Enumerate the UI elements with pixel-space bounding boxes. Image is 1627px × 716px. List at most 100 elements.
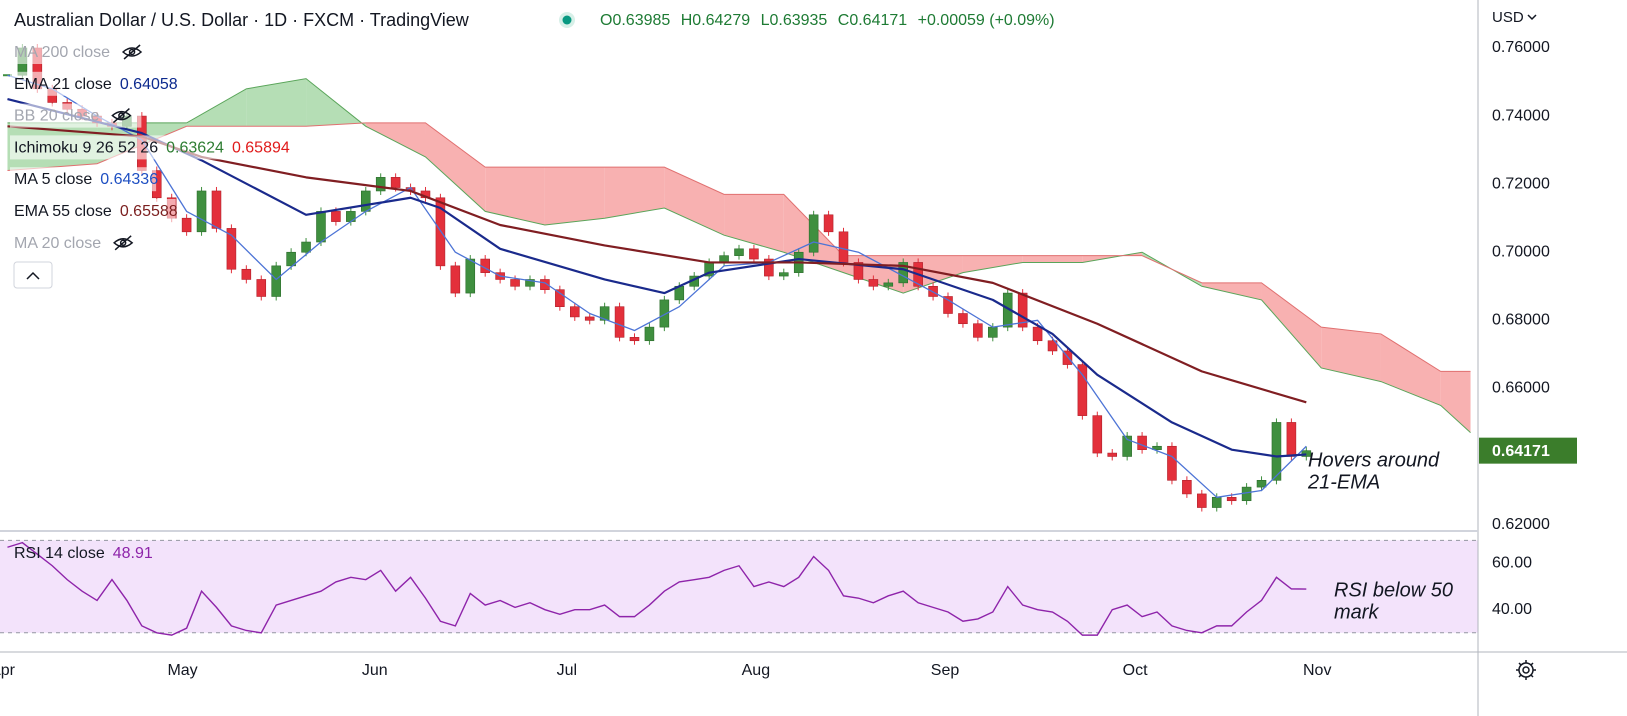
candle [569, 306, 580, 318]
x-tick-label: May [167, 662, 197, 679]
last-price-badge [1479, 437, 1577, 464]
collapse-arrow[interactable] [26, 271, 40, 280]
legend-row-bg [10, 199, 176, 223]
x-tick-label: Sep [931, 662, 960, 679]
candle [883, 282, 894, 287]
rsi-band [0, 540, 1478, 633]
rsi-line [7, 541, 1307, 636]
candle [988, 326, 998, 338]
legend-value: 0.65588 [120, 203, 178, 220]
annotation: 21-EMA [1307, 471, 1380, 493]
candle [868, 279, 879, 287]
eye-pupil [119, 239, 127, 247]
candle [555, 289, 565, 307]
rsi-legend-name: RSI 14 close [14, 545, 105, 562]
ohlc-open: O0.63985 [600, 12, 670, 29]
cloud-segment [1022, 255, 1083, 263]
collapse-box[interactable] [13, 261, 53, 289]
x-tick-label: Oct [1123, 662, 1148, 679]
hidden-eye-icon[interactable] [111, 108, 132, 124]
candle [241, 268, 252, 280]
candle [525, 279, 535, 287]
currency[interactable]: USD [1492, 9, 1524, 26]
ema-21-line [7, 97, 1307, 458]
candle [465, 258, 476, 294]
candle [779, 272, 789, 277]
last-price-label: 0.64171 [1492, 443, 1550, 460]
candle [1032, 326, 1043, 342]
ema-55-line [7, 125, 1307, 404]
cloud-segment [186, 88, 247, 127]
x-tick-label: Aug [742, 662, 770, 679]
annotation: RSI below 50 [1334, 579, 1453, 601]
annotation: mark [1334, 601, 1379, 623]
legend-name: EMA 21 close [14, 76, 112, 93]
candle [1182, 480, 1192, 495]
candle [1256, 480, 1267, 488]
legend-name: BB 20 close [14, 108, 99, 125]
y-tick-label: 0.76000 [1492, 39, 1550, 56]
candle [1092, 415, 1103, 454]
candle [1017, 292, 1028, 328]
candle [764, 258, 774, 277]
gear-hub[interactable] [1522, 666, 1530, 674]
ohlc: O0.63985 H0.64279 L0.63935 C0.64171 +0.0… [600, 12, 1055, 29]
legend-value: 0.63624 [166, 140, 224, 157]
overlay: 0.76000 0.74000 0.72000 0.70000 0.68000 0.660… [0, 39, 1577, 679]
legend-value: 0.64058 [120, 76, 178, 93]
hidden-eye-icon[interactable] [121, 44, 143, 60]
cloud-span-a [7, 78, 1471, 434]
candle [256, 279, 267, 297]
candle [1241, 486, 1252, 502]
candle [599, 306, 610, 321]
cloud-segment [485, 167, 545, 226]
legend-value: 0.65894 [232, 140, 290, 157]
candle [1271, 422, 1282, 481]
cloud-segment [1321, 327, 1381, 382]
legend-name: MA 200 close [14, 44, 110, 61]
candle [271, 265, 281, 297]
cloud-segment [246, 78, 307, 127]
y-tick-label: 0.70000 [1492, 243, 1550, 260]
candle [1137, 435, 1147, 450]
candle [808, 214, 819, 253]
candle [943, 296, 953, 314]
cloud-segment [1201, 282, 1262, 300]
cloud-segment [664, 167, 725, 236]
candle [196, 190, 207, 233]
settings-icon[interactable] [1516, 660, 1536, 680]
legend-entry: Ichimoku 9 26 52 26 0.63624 0.65894 [14, 140, 290, 157]
status-dot [562, 15, 572, 25]
x-tick-label: Jul [557, 662, 577, 679]
candle [973, 323, 983, 338]
price-pane [2, 43, 1471, 512]
currency-chevron[interactable] [1527, 14, 1537, 21]
legend-name: Ichimoku 9 26 52 26 [14, 140, 158, 157]
collapse-button[interactable] [13, 261, 53, 289]
candle [2, 74, 12, 77]
y-tick-label: 0.66000 [1492, 380, 1550, 397]
gear-teeth[interactable] [1516, 660, 1536, 680]
candle [958, 313, 968, 325]
candle [853, 262, 864, 280]
candle [226, 228, 237, 270]
candle [181, 217, 192, 233]
chart-title: Australian Dollar / U.S. Dollar · 1D · F… [14, 10, 470, 30]
hidden-eye-icon[interactable] [113, 235, 134, 251]
x-tick-label: Apr [0, 662, 16, 679]
candle [360, 190, 371, 212]
candle [540, 279, 550, 290]
candle [1226, 497, 1237, 502]
candle [301, 241, 311, 253]
y-tick-label: 0.62000 [1492, 516, 1550, 533]
rsi-legend: RSI 14 close 48.91 [14, 545, 153, 562]
cloud-segment [962, 255, 1023, 273]
candle [1077, 364, 1088, 416]
legend-entry: MA 200 close [14, 44, 110, 61]
legend-name: MA 20 close [14, 235, 101, 252]
candle [1152, 445, 1162, 450]
cloud-segment [544, 167, 605, 226]
ohlc-high: H0.64279 [681, 12, 750, 29]
ohlc-close: C0.64171 [838, 12, 907, 29]
